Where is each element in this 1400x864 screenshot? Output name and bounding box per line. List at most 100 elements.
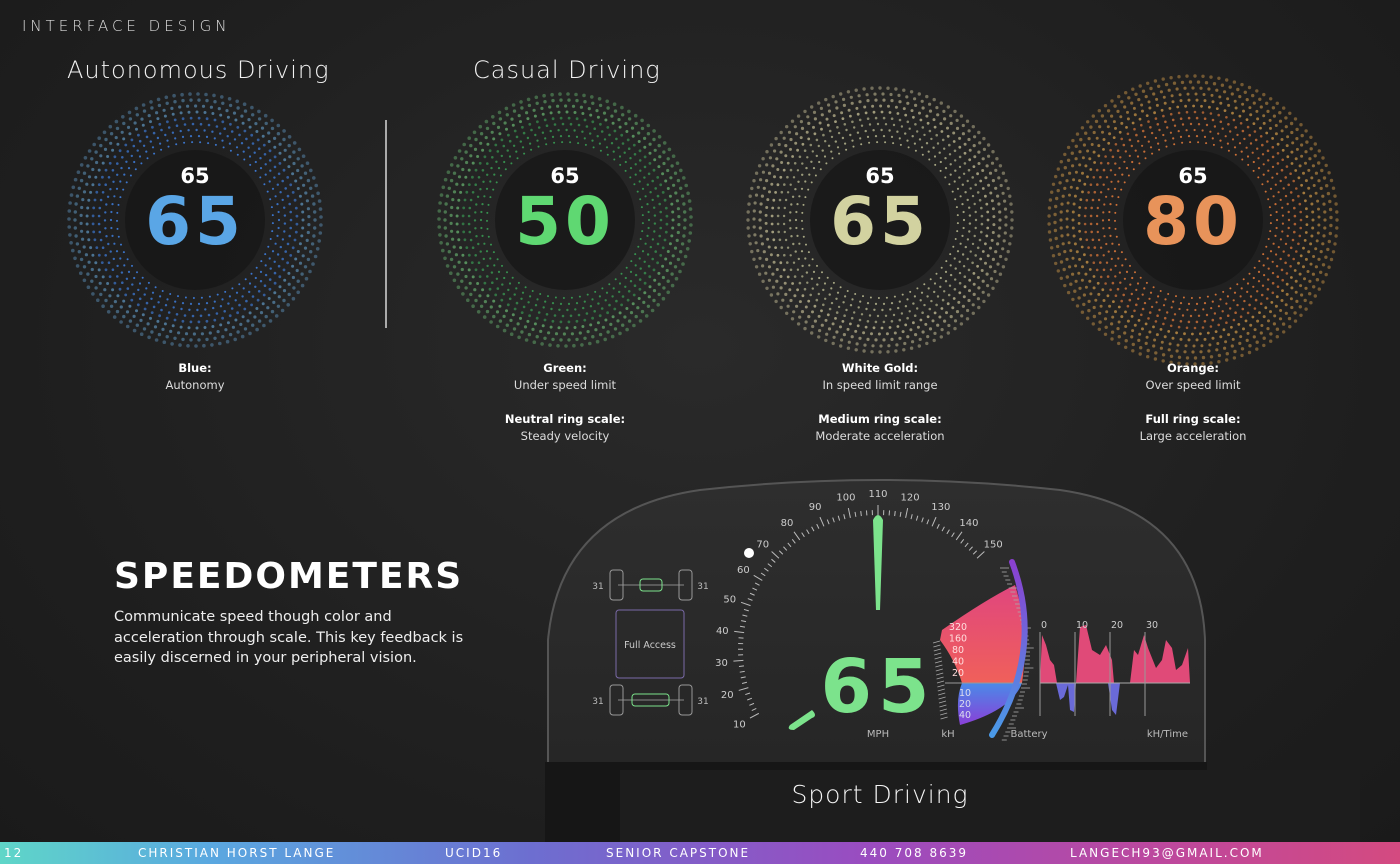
kh-tick (939, 704, 947, 708)
speed-tick (767, 563, 773, 568)
caption-label: White Gold: (841, 361, 919, 375)
scale-desc: Large acceleration (1139, 429, 1247, 443)
kh-tick (933, 644, 941, 648)
speed-tick (931, 516, 937, 527)
kh-time-negative (1056, 683, 1120, 715)
speed-ring (1047, 74, 1339, 366)
drive-mode-button[interactable] (615, 609, 685, 679)
speed-tick (955, 531, 963, 541)
speed-tick (791, 539, 796, 544)
kh-tick (940, 712, 948, 716)
kh-label: 40 (959, 710, 971, 721)
dash-speed: 65 (821, 644, 936, 730)
kh-label: 20 (959, 699, 971, 710)
kh-tick (937, 684, 945, 688)
section-autonomous: Autonomous Driving (67, 56, 330, 84)
page-title: SPEEDOMETERS (114, 556, 464, 597)
speed-tick (811, 526, 815, 532)
kh-label: 80 (952, 645, 964, 656)
speed-tick (905, 507, 909, 518)
speed-tick (968, 546, 973, 551)
speed-tick (747, 697, 753, 701)
battery-label: Battery (1010, 729, 1047, 740)
graph-tick-label: 10 (1076, 620, 1088, 631)
speed-caption: Green: Under speed limit Neutral ring sc… (445, 360, 685, 445)
dashboard-glass (547, 479, 1206, 766)
speed-tick (771, 551, 780, 559)
speed-tick-label: 130 (931, 502, 950, 513)
speed-tick (760, 572, 766, 577)
speed-tick (733, 659, 744, 662)
speed-tick (801, 532, 805, 538)
kh-unit: kH (941, 729, 954, 740)
kh-tick (936, 680, 945, 684)
speed-tick (787, 542, 792, 548)
kh-tick (934, 656, 942, 660)
email-link[interactable]: LANGECH93@GMAIL.COM (1070, 846, 1264, 860)
speed-tick (926, 519, 930, 525)
speed-tick (743, 608, 749, 612)
kh-tick (938, 692, 946, 696)
speed-tick (837, 515, 841, 521)
tire-icon (609, 684, 624, 716)
speed-tick (976, 551, 985, 559)
kh-tick (932, 640, 941, 644)
speed-tick (960, 539, 965, 544)
divider (385, 120, 387, 328)
tire-pressure: 31 (697, 697, 708, 707)
speed-tick (742, 614, 748, 617)
speed-tick-label: 150 (984, 539, 1003, 550)
speed-tick (738, 687, 749, 691)
speed-caption: Blue: Autonomy (75, 360, 315, 394)
section-sport: Sport Driving (791, 780, 969, 809)
speed-tick (921, 517, 924, 523)
current-speed: 80 (1143, 183, 1243, 260)
speed-tick (860, 511, 862, 517)
battery-level-arc (989, 559, 1028, 738)
header-label: INTERFACE DESIGN (22, 17, 231, 35)
speed-tick (753, 574, 763, 581)
event-name: UCID16 (445, 846, 503, 860)
course-name: SENIOR CAPSTONE (606, 846, 751, 860)
graph-tick-label: 20 (1111, 620, 1123, 631)
kh-label: 10 (959, 688, 971, 699)
speed-tick (741, 620, 747, 623)
speed-tick (843, 514, 846, 520)
speed-tick (740, 601, 751, 607)
speed-tick (826, 519, 830, 525)
differential-icon (631, 693, 670, 707)
speed-tick (752, 587, 758, 591)
kh-tick (939, 708, 947, 712)
kh-tick (937, 688, 945, 692)
scale-desc: Steady velocity (520, 429, 610, 443)
speed-tick (910, 514, 913, 520)
kh-tick (934, 660, 943, 664)
speed-tick (847, 507, 851, 518)
speed-tick (739, 625, 746, 628)
current-speed: 65 (145, 183, 245, 260)
speed-tick-label: 20 (721, 690, 734, 701)
speed-ring (67, 92, 323, 348)
speed-tick (899, 511, 902, 517)
speed-tick (734, 630, 745, 634)
tire-icon (609, 569, 624, 601)
speed-tick (749, 702, 755, 706)
speed-ring (437, 92, 693, 348)
speed-tick (951, 532, 955, 538)
speed-tick-label: 70 (756, 539, 769, 550)
caption-desc: In speed limit range (822, 378, 938, 392)
tire-pressure: 31 (697, 582, 708, 592)
speed-needle (873, 515, 883, 610)
kh-tick (933, 648, 941, 652)
speed-tick (771, 558, 776, 563)
speed-ring (746, 86, 1014, 354)
speed-tick (739, 670, 745, 673)
speed-limit: 65 (180, 164, 210, 188)
speed-tick (741, 681, 748, 684)
kh-tick (934, 652, 942, 656)
kh-tick (936, 672, 944, 676)
speed-tick (754, 582, 760, 586)
speed-tick (783, 546, 788, 551)
speed-tick-label: 110 (868, 489, 887, 500)
